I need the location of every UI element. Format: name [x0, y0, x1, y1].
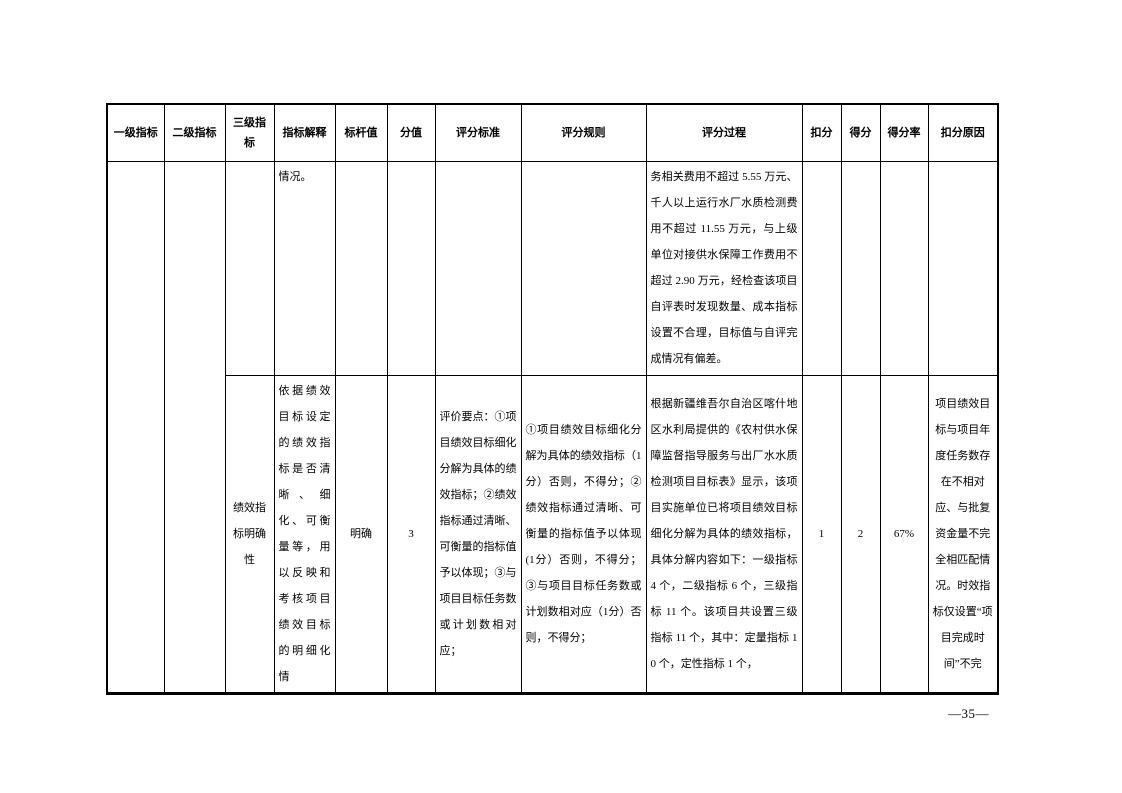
cell-score-value [386, 161, 436, 376]
header-scoring-rules: 评分规则 [520, 103, 647, 162]
header-score-value: 分值 [386, 103, 436, 162]
cell-scoring-criteria [434, 161, 522, 376]
cell-score: 2 [840, 375, 881, 694]
cell-score [840, 161, 881, 376]
header-indicator-explanation: 指标解释 [273, 103, 336, 162]
cell-score-value: 3 [386, 375, 436, 694]
cell-benchmark-value: 明确 [334, 375, 388, 694]
header-score-rate: 得分率 [879, 103, 929, 162]
header-score: 得分 [840, 103, 881, 162]
header-benchmark-value: 标杆值 [334, 103, 388, 162]
header-level3-indicator: 三级指标 [224, 103, 275, 162]
cell-scoring-process: 务相关费用不超过 5.55 万元、千人以上运行水厂水质检测费用不超过 11.55… [645, 161, 803, 376]
cell-scoring-rules: ①项目绩效目标细化分解为具体的绩效指标（1分）否则，不得分；②绩效指标通过清晰、… [520, 375, 647, 694]
header-scoring-process: 评分过程 [645, 103, 803, 162]
cell-deduction: 1 [801, 375, 842, 694]
cell-level3-indicator: 绩效指标明确性 [224, 375, 275, 694]
header-deduction: 扣分 [801, 103, 842, 162]
page-number: —35— [948, 706, 989, 721]
cell-level1-indicator [106, 161, 165, 694]
header-deduction-reason: 扣分原因 [927, 103, 999, 162]
header-level1-indicator: 一级指标 [106, 103, 165, 162]
cell-level3-indicator [224, 161, 275, 376]
table-header-row: 一级指标 二级指标 三级指标 指标解释 标杆值 分值 评分标准 评分规则 评分过… [106, 103, 999, 162]
table-row-indicator-clarity: 绩效指标明确性 依据绩效目标设定的绩效指标是否清晰、细化、可衡量等，用以反映和考… [107, 375, 999, 694]
cell-score-rate [879, 161, 929, 376]
table-row-continuation: 情况。 务相关费用不超过 5.55 万元、千人以上运行水厂水质检测费用不超过 1… [106, 161, 999, 694]
cell-benchmark-value [334, 161, 388, 376]
evaluation-table: 一级指标 二级指标 三级指标 指标解释 标杆值 分值 评分标准 评分规则 评分过… [106, 103, 999, 695]
cell-deduction-reason: 项目绩效目标与项目年度任务数存在不相对应、与批复资金量不完全相匹配情况。时效指标… [927, 375, 999, 694]
cell-level2-indicator [163, 161, 226, 694]
cell-deduction [801, 161, 842, 376]
cell-score-rate: 67% [879, 375, 929, 694]
cell-scoring-rules [520, 161, 647, 376]
cell-indicator-explanation: 情况。 [273, 161, 336, 376]
header-scoring-criteria: 评分标准 [434, 103, 522, 162]
cell-indicator-explanation: 依据绩效目标设定的绩效指标是否清晰、细化、可衡量等，用以反映和考核项目绩效目标的… [273, 375, 336, 694]
header-level2-indicator: 二级指标 [163, 103, 226, 162]
cell-deduction-reason [927, 161, 999, 376]
cell-scoring-process: 根据新疆维吾尔自治区喀什地区水利局提供的《农村供水保障监督指导服务与出厂水水质检… [645, 375, 803, 694]
cell-scoring-criteria: 评价要点：①项目绩效目标细化分解为具体的绩效指标；②绩效指标通过清晰、可衡量的指… [434, 375, 522, 694]
